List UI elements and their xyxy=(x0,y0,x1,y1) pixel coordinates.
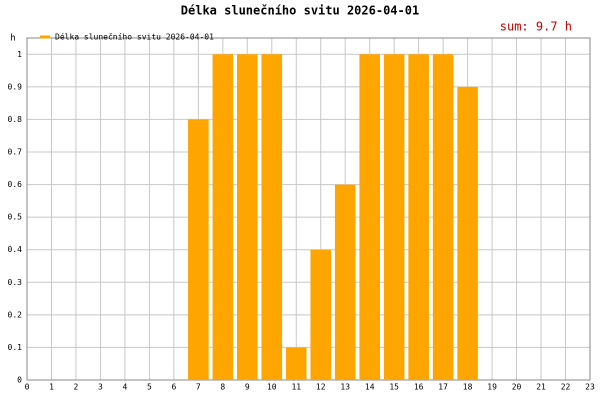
y-tick-label: 0.1 xyxy=(8,343,23,352)
y-tick-label: 0.7 xyxy=(8,148,23,157)
x-tick-label: 4 xyxy=(122,383,127,392)
chart-title: Délka slunečního svitu 2026-04-01 xyxy=(181,4,419,18)
x-tick-label: 5 xyxy=(147,383,152,392)
y-tick-label: 0.2 xyxy=(8,310,23,319)
bar xyxy=(432,54,454,381)
x-tick-label: 7 xyxy=(196,383,201,392)
x-tick-label: 22 xyxy=(561,383,571,392)
bar xyxy=(334,184,356,380)
y-tick-label: 0.5 xyxy=(8,213,23,222)
x-tick-label: 21 xyxy=(536,383,546,392)
bar xyxy=(188,119,209,380)
x-tick-label: 10 xyxy=(267,383,277,392)
x-tick-label: 9 xyxy=(245,383,250,392)
bar xyxy=(408,54,429,381)
x-tick-label: 1 xyxy=(49,383,54,392)
bar xyxy=(457,86,478,380)
plot-border xyxy=(26,37,591,381)
annotation: sum: 9.7 h xyxy=(500,20,572,34)
y-tick-label: 0.4 xyxy=(8,245,23,254)
x-tick-label: 8 xyxy=(220,383,225,392)
y-axis-label: h xyxy=(10,34,15,44)
y-tick-label: 0 xyxy=(17,376,22,385)
x-tick-label: 15 xyxy=(389,383,399,392)
x-tick-label: 6 xyxy=(171,383,176,392)
x-tick-label: 23 xyxy=(585,383,595,392)
bar xyxy=(383,54,405,381)
x-tick-label: 2 xyxy=(74,383,79,392)
x-tick-label: 17 xyxy=(438,383,448,392)
bar xyxy=(237,54,258,381)
x-tick-label: 20 xyxy=(512,383,522,392)
legend-label: Délka slunečního svitu 2026-04-01 xyxy=(55,32,214,42)
x-tick-label: 12 xyxy=(316,383,326,392)
x-tick-label: 13 xyxy=(340,383,350,392)
y-tick-label: 0.8 xyxy=(8,115,23,124)
x-tick-label: 0 xyxy=(25,383,30,392)
x-tick-label: 16 xyxy=(414,383,424,392)
x-tick-label: 18 xyxy=(463,383,473,392)
bar xyxy=(212,54,234,381)
x-tick-label: 3 xyxy=(98,383,103,392)
y-tick-label: 1 xyxy=(17,50,22,59)
y-tick-label: 0.9 xyxy=(8,82,23,91)
x-tick-label: 14 xyxy=(365,383,375,392)
x-tick-label: 19 xyxy=(487,383,497,392)
bar xyxy=(359,54,380,381)
bar xyxy=(310,249,332,380)
x-tick-label: 11 xyxy=(291,383,301,392)
bar xyxy=(285,347,307,380)
y-tick-label: 0.3 xyxy=(8,278,23,287)
y-tick-label: 0.6 xyxy=(8,180,23,189)
bar xyxy=(261,54,283,381)
